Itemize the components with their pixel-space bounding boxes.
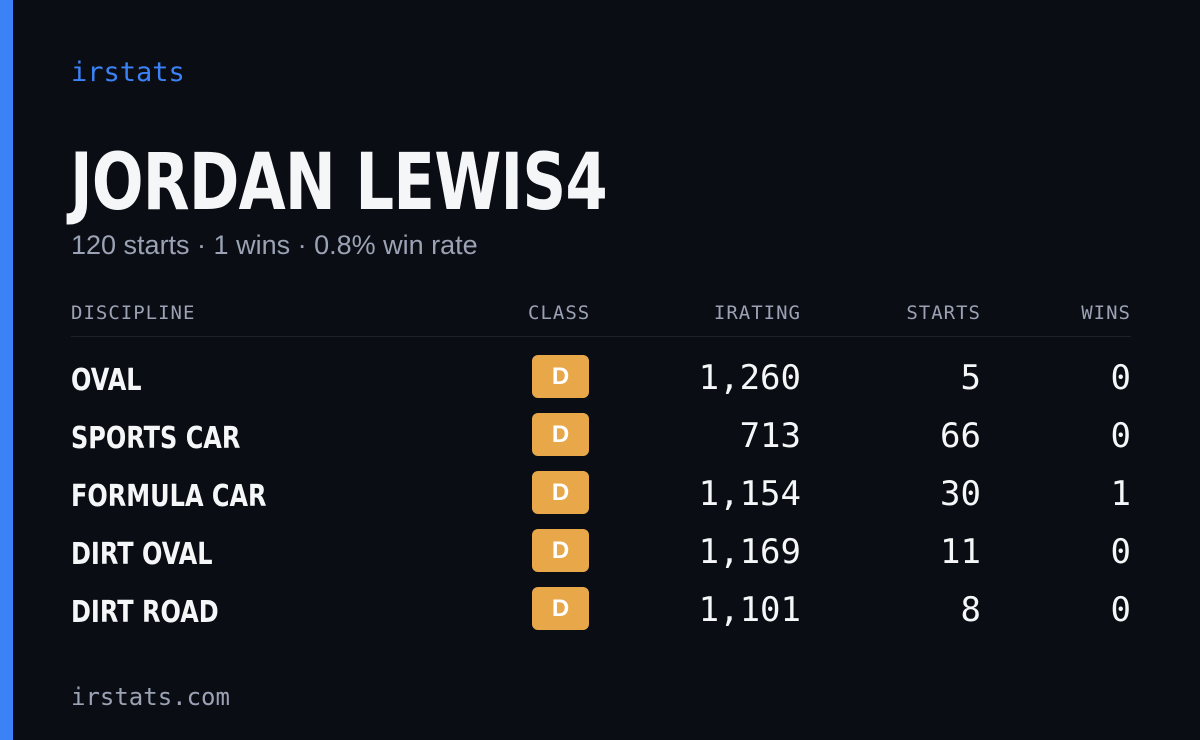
player-summary: 120 starts · 1 wins · 0.8% win rate bbox=[71, 230, 478, 260]
discipline-name: OVAL bbox=[71, 363, 142, 398]
table-row: FORMULA CAR D 1,154 30 1 bbox=[71, 453, 1131, 514]
column-header-irating: IRATING bbox=[713, 302, 801, 324]
class-badge: D bbox=[532, 529, 589, 572]
irating-value: 1,101 bbox=[698, 590, 801, 630]
brand-logo: irstats bbox=[71, 57, 185, 88]
page-title: JORDAN LEWIS4 bbox=[70, 138, 608, 228]
table-row: SPORTS CAR D 713 66 0 bbox=[71, 395, 1131, 456]
wins-value: 0 bbox=[1110, 590, 1131, 630]
column-header-wins: WINS bbox=[1081, 302, 1131, 324]
class-badge: D bbox=[532, 587, 589, 630]
wins-value: 0 bbox=[1110, 416, 1131, 456]
discipline-name: DIRT OVAL bbox=[71, 537, 213, 572]
discipline-name: SPORTS CAR bbox=[71, 421, 241, 456]
class-badge: D bbox=[532, 471, 589, 514]
table-body: OVAL D 1,260 5 0 SPORTS CAR D 713 66 0 F… bbox=[71, 337, 1131, 630]
footer-url: irstats.com bbox=[71, 683, 230, 711]
class-badge: D bbox=[532, 355, 589, 398]
column-header-class: CLASS bbox=[528, 302, 591, 324]
column-header-discipline: DISCIPLINE bbox=[71, 302, 196, 324]
table-row: OVAL D 1,260 5 0 bbox=[71, 337, 1131, 398]
irating-value: 1,260 bbox=[698, 358, 801, 398]
starts-value: 8 bbox=[960, 590, 981, 630]
discipline-name: FORMULA CAR bbox=[71, 479, 267, 514]
accent-bar bbox=[0, 0, 13, 740]
stats-table: DISCIPLINE CLASS IRATING STARTS WINS OVA… bbox=[71, 296, 1131, 630]
wins-value: 0 bbox=[1110, 358, 1131, 398]
starts-value: 5 bbox=[960, 358, 981, 398]
wins-value: 0 bbox=[1110, 532, 1131, 572]
class-badge: D bbox=[532, 413, 589, 456]
table-row: DIRT ROAD D 1,101 8 0 bbox=[71, 569, 1131, 630]
table-row: DIRT OVAL D 1,169 11 0 bbox=[71, 511, 1131, 572]
wins-value: 1 bbox=[1110, 474, 1131, 514]
starts-value: 11 bbox=[940, 532, 981, 572]
starts-value: 66 bbox=[940, 416, 981, 456]
irating-value: 1,169 bbox=[698, 532, 801, 572]
discipline-name: DIRT ROAD bbox=[71, 595, 219, 630]
column-header-starts: STARTS bbox=[906, 302, 981, 324]
starts-value: 30 bbox=[940, 474, 981, 514]
irating-value: 1,154 bbox=[698, 474, 801, 514]
irating-value: 713 bbox=[739, 416, 801, 456]
table-header: DISCIPLINE CLASS IRATING STARTS WINS bbox=[71, 296, 1131, 337]
